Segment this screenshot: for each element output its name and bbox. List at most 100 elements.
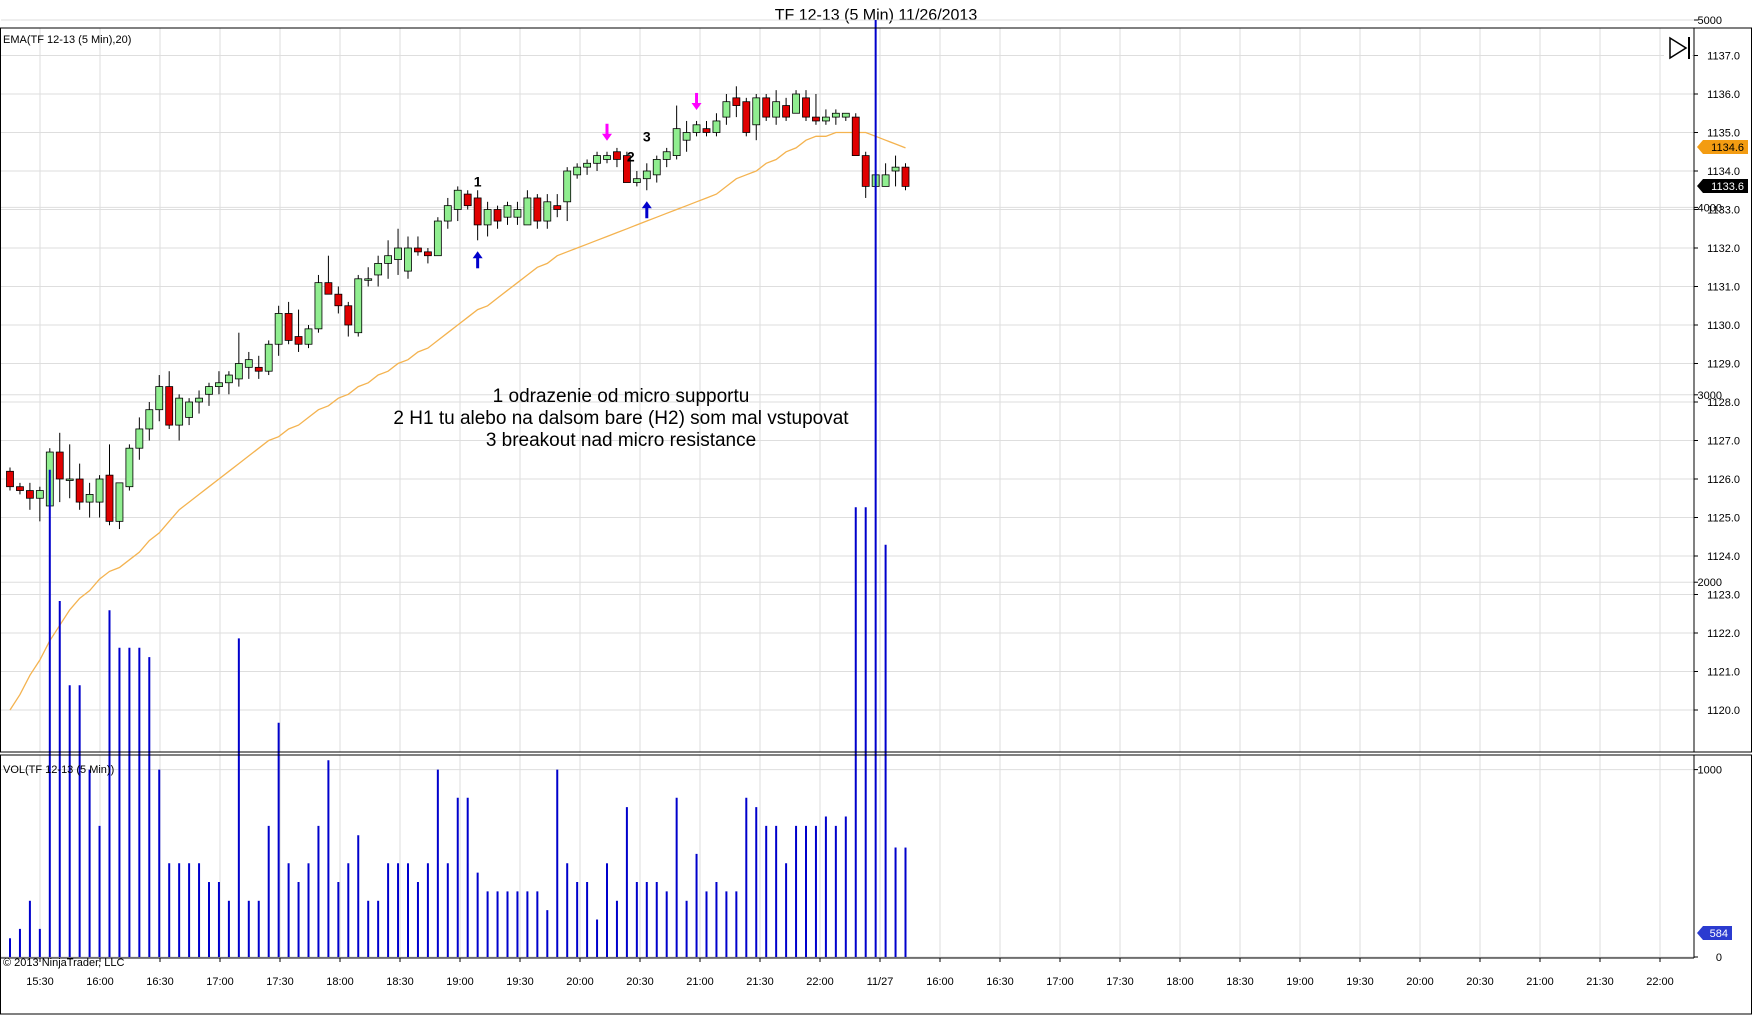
candle-body xyxy=(244,359,253,368)
candle-body xyxy=(95,478,104,503)
candles-layer xyxy=(6,86,910,530)
candle xyxy=(145,402,154,441)
candle xyxy=(493,205,502,229)
candle xyxy=(802,90,810,121)
candle-body xyxy=(404,247,412,272)
candle-body xyxy=(861,155,870,187)
candle xyxy=(463,190,472,210)
candle-body xyxy=(175,397,184,426)
candle xyxy=(224,371,233,395)
annotation-line-3: 3 breakout nad micro resistance xyxy=(486,430,756,451)
candle-body xyxy=(334,293,343,307)
up-arrow-head xyxy=(472,251,483,259)
candle xyxy=(254,355,263,379)
candle xyxy=(364,267,373,287)
candle-body xyxy=(55,451,64,480)
candle xyxy=(6,467,14,491)
time-tick-label: 22:00 xyxy=(806,976,834,988)
volume-value-text: 584 xyxy=(1710,928,1728,940)
candle xyxy=(404,236,412,279)
candle-body xyxy=(125,447,134,488)
candle xyxy=(414,236,422,256)
candle-body xyxy=(742,101,751,133)
annotation-line-2: 2 H1 tu alebo na dalsom bare (H2) som ma… xyxy=(393,408,849,429)
price-tick-label: 1135.0 xyxy=(1707,128,1740,140)
candle xyxy=(35,486,44,522)
candle-body xyxy=(563,170,572,203)
time-tick-label: 16:30 xyxy=(986,976,1014,988)
candle-body xyxy=(573,166,582,176)
candle-body xyxy=(155,386,164,411)
down-arrow-head xyxy=(602,133,612,141)
time-tick-label: 16:00 xyxy=(86,976,114,988)
candle-body xyxy=(752,97,761,126)
candle-body xyxy=(16,486,24,491)
time-tick-label: 19:30 xyxy=(506,976,534,988)
candle xyxy=(205,382,213,406)
candle xyxy=(334,286,343,314)
price-tick-label: 1120.0 xyxy=(1707,705,1740,717)
candle-body xyxy=(215,382,223,387)
candle-body xyxy=(812,116,820,122)
up-arrow-head xyxy=(641,201,652,209)
candle-body xyxy=(881,174,890,187)
candle-body xyxy=(6,470,14,488)
candle-body xyxy=(463,193,472,207)
volume-tick-label: 1000 xyxy=(1698,765,1722,777)
candle xyxy=(264,340,273,376)
candle-body xyxy=(603,155,611,160)
candle-body xyxy=(593,155,601,164)
candle-body xyxy=(354,278,363,334)
time-tick-label: 19:00 xyxy=(1286,976,1314,988)
volume-panel-label: VOL(TF 12-13 (5 Min)) xyxy=(3,764,114,776)
price-tick-label: 1125.0 xyxy=(1707,513,1740,525)
candle xyxy=(831,109,840,125)
time-tick-label: 17:00 xyxy=(1046,976,1074,988)
candle xyxy=(623,151,631,183)
candle xyxy=(234,332,243,387)
time-tick-label: 20:30 xyxy=(1466,976,1494,988)
candle xyxy=(473,190,482,241)
candle xyxy=(503,201,512,225)
candle-body xyxy=(374,262,383,276)
candle xyxy=(613,147,621,168)
candle xyxy=(901,163,910,191)
candle xyxy=(891,155,900,187)
price-tick-label: 1131.0 xyxy=(1707,282,1740,294)
candle-body xyxy=(473,197,482,226)
candle xyxy=(215,371,223,395)
time-tick-label: 18:00 xyxy=(1166,976,1194,988)
candle-body xyxy=(65,478,74,481)
skip-to-end-icon[interactable] xyxy=(1664,34,1692,62)
time-tick-label: 21:30 xyxy=(1586,976,1614,988)
candle-body xyxy=(782,105,790,118)
candle xyxy=(533,194,542,229)
candle-body xyxy=(75,478,84,503)
price-tick-label: 1122.0 xyxy=(1707,628,1740,640)
candle-body xyxy=(294,336,303,345)
axes-layer: 1120.0 1121.0 1122.0 1123.0 1124.0 1125.0 1126… xyxy=(26,15,1740,988)
candle-body xyxy=(264,343,273,372)
time-tick-label: 19:30 xyxy=(1346,976,1374,988)
price-tick-label: 1121.0 xyxy=(1707,667,1740,679)
candle xyxy=(523,190,532,226)
candle xyxy=(105,444,114,526)
candle-body xyxy=(384,255,393,264)
time-tick-label: 17:30 xyxy=(266,976,294,988)
time-tick-label: 20:30 xyxy=(626,976,654,988)
candle xyxy=(483,201,492,237)
candle-body xyxy=(642,170,651,180)
candle-body xyxy=(682,132,691,141)
candle-body xyxy=(822,116,830,122)
down-arrow-icon xyxy=(602,123,612,141)
candle-body xyxy=(35,490,44,499)
marker-label-3: 3 xyxy=(643,128,651,144)
candle xyxy=(304,325,313,349)
candle-body xyxy=(145,409,154,430)
candle-body xyxy=(662,151,671,160)
candle-body xyxy=(623,155,631,183)
price-tick-label: 1134.0 xyxy=(1707,166,1740,178)
candle xyxy=(284,301,293,345)
price-tick-label: 1137.0 xyxy=(1707,51,1740,63)
